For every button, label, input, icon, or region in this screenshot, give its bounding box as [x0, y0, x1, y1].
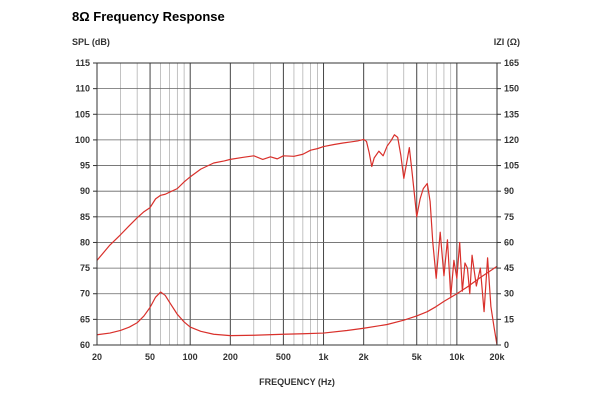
y-tick-label: 60: [80, 340, 90, 350]
chart-title: 8Ω Frequency Response: [72, 9, 225, 24]
y-tick-label: 95: [80, 161, 90, 171]
y2-tick-label: 105: [504, 161, 519, 171]
y2-tick-label: 45: [504, 263, 514, 273]
x-tick-label: 500: [276, 352, 291, 362]
x-axis-title: FREQUENCY (Hz): [259, 377, 335, 387]
y-tick-label: 90: [80, 186, 90, 196]
y2-tick-label: 90: [504, 186, 514, 196]
y-tick-label: 100: [75, 135, 90, 145]
plot-frame: [96, 62, 498, 346]
y-tick-label: 65: [80, 314, 90, 324]
x-tick-label: 100: [183, 352, 198, 362]
y-tick-label: 115: [75, 58, 90, 68]
y-tick-label: 70: [80, 289, 90, 299]
y2-axis-title: IZI (Ω): [494, 37, 520, 47]
x-tick-label: 20: [92, 352, 102, 362]
y-tick-label: 80: [80, 237, 90, 247]
y2-tick-label: 165: [504, 58, 519, 68]
x-tick-label: 1k: [319, 352, 330, 362]
y2-tick-label: 135: [504, 109, 519, 119]
y2-tick-label: 150: [504, 84, 519, 94]
y-axis-title: SPL (dB): [72, 37, 110, 47]
x-tick-label: 20k: [489, 352, 505, 362]
spl-curve: [96, 134, 498, 346]
y-tick-label: 110: [75, 84, 90, 94]
x-tick-label: 200: [223, 352, 238, 362]
y-tick-label: 75: [80, 263, 90, 273]
y-tick-label: 85: [80, 212, 90, 222]
x-tick-label: 2k: [359, 352, 370, 362]
y2-tick-label: 30: [504, 289, 514, 299]
x-tick-label: 50: [145, 352, 155, 362]
y2-tick-label: 0: [504, 340, 509, 350]
impedance-curve: [96, 265, 498, 337]
y2-tick-label: 60: [504, 237, 514, 247]
y-tick-label: 105: [75, 109, 90, 119]
y2-tick-label: 75: [504, 212, 514, 222]
y2-tick-label: 15: [504, 314, 514, 324]
x-tick-label: 10k: [449, 352, 465, 362]
y2-tick-label: 120: [504, 135, 519, 145]
x-tick-label: 5k: [412, 352, 423, 362]
